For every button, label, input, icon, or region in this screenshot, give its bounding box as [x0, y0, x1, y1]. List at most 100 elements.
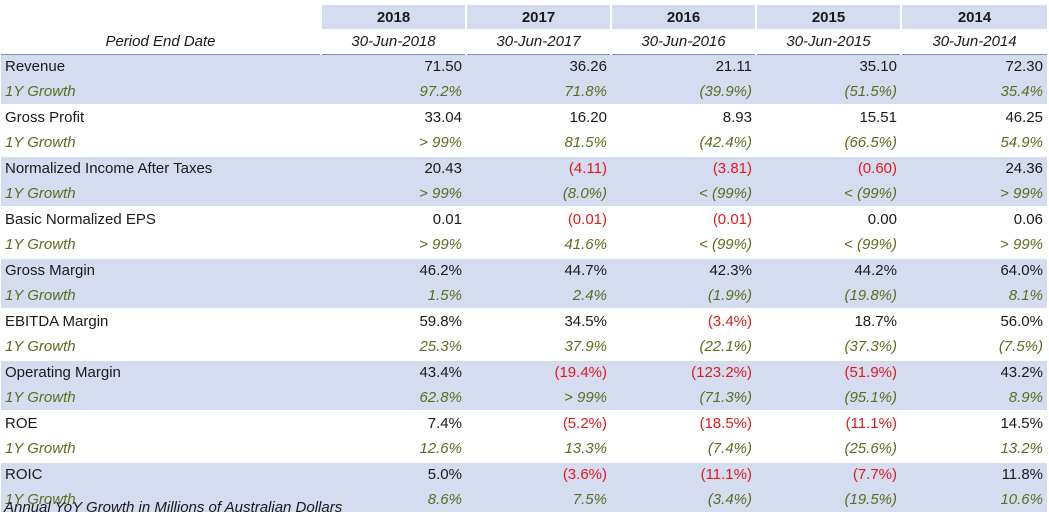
metric-row: Revenue 71.50 36.26 21.11 35.10 72.30: [1, 54, 1047, 79]
metric-row-cell: 44.7%: [466, 257, 611, 283]
metric-row-cell: 5.0%: [321, 461, 466, 487]
metric-row-cell: 14.5%: [1000, 415, 1043, 433]
growth-row-cell: > 99%: [901, 232, 1047, 259]
metric-row-cell: (51.9%): [756, 359, 901, 385]
growth-row-cell: 2.4%: [466, 283, 611, 310]
metric-row-cell: (3.4%): [707, 313, 752, 331]
header-corner: [1, 5, 321, 29]
metric-row-cell: (0.60): [756, 155, 901, 181]
growth-row-cell: 7.5%: [466, 487, 611, 514]
metric-row-cell: 35.10: [756, 54, 901, 79]
metric-row-cell: 43.4%: [321, 359, 466, 385]
metric-row-cell: 46.25: [1005, 109, 1043, 127]
growth-row-cell: 12.6%: [321, 436, 466, 463]
metric-row: Gross Margin 46.2% 44.7% 42.3% 44.2% 64.0%: [1, 257, 1047, 283]
growth-row-cell: 8.6%: [321, 487, 466, 514]
growth-row-cell: 97.2%: [321, 79, 466, 106]
growth-row-cell: > 99%: [321, 232, 466, 259]
metric-row: Normalized Income After Taxes 20.43 (4.11)…: [1, 155, 1047, 181]
growth-row-label: 1Y Growth: [1, 181, 321, 208]
metric-row-cell: (3.6%): [466, 461, 611, 487]
period-end-date-label: Period End Date: [1, 29, 321, 55]
growth-row-label: 1Y Growth: [1, 232, 321, 259]
growth-row-cell: (19.5%): [756, 487, 901, 514]
metric-row-cell: 72.30: [901, 54, 1047, 79]
metric-row-label: ROE: [5, 415, 38, 433]
growth-row-cell: 54.9%: [901, 130, 1047, 157]
metric-row-label: Gross Profit: [5, 109, 85, 127]
metric-row-label: EBITDA Margin: [5, 313, 109, 331]
metric-row: ROIC 5.0% (3.6%) (11.1%) (7.7%) 11.8%: [1, 461, 1047, 487]
metric-row-cell: 46.2%: [321, 257, 466, 283]
metric-row-cell: (18.5%): [699, 415, 752, 433]
metric-row-cell: 33.04: [424, 109, 462, 127]
metric-row-cell: 71.50: [321, 54, 466, 79]
metric-row-label: Operating Margin: [1, 359, 321, 385]
growth-row-cell: 13.2%: [901, 436, 1047, 463]
metric-row-cell: (0.01): [712, 211, 752, 229]
period-end-date: 30-Jun-2016: [610, 29, 756, 55]
year-header: 2018: [320, 5, 466, 29]
growth-row-cell: 8.9%: [901, 385, 1047, 412]
table-body: Revenue 71.50 36.26 21.11 35.10 72.30 1Y Growt…: [1, 54, 1047, 514]
growth-row-label: 1Y Growth: [1, 385, 321, 412]
metric-row-cell: 16.20: [569, 109, 607, 127]
year-header: 2014: [900, 5, 1047, 29]
growth-row-cell: 35.4%: [901, 79, 1047, 106]
metric-row-cell: (19.4%): [466, 359, 611, 385]
metric-row-cell: (3.81): [611, 155, 756, 181]
growth-row-cell: 13.3%: [466, 436, 611, 463]
growth-row-cell: 10.6%: [901, 487, 1047, 514]
growth-row-cell: (66.5%): [756, 130, 901, 157]
period-end-date: 30-Jun-2015: [755, 29, 901, 55]
growth-row-cell: (3.4%): [611, 487, 756, 514]
growth-row-cell: (42.4%): [611, 130, 756, 157]
metric-row-cell: 15.51: [859, 109, 897, 127]
growth-row-label: 1Y Growth: [1, 283, 321, 310]
growth-row-cell: (8.0%): [466, 181, 611, 208]
period-end-date: 30-Jun-2014: [900, 29, 1047, 55]
growth-row-cell: < (99%): [611, 181, 756, 208]
metric-row: Operating Margin 43.4% (19.4%) (123.2%) (51.…: [1, 359, 1047, 385]
growth-row-cell: (51.5%): [756, 79, 901, 106]
metric-row-cell: 0.06: [1013, 211, 1043, 229]
growth-row-cell: 8.1%: [901, 283, 1047, 310]
growth-row: 1Y Growth > 99% 41.6% < (99%) < (99%) > 99%: [1, 232, 1047, 259]
metric-row-cell: 42.3%: [611, 257, 756, 283]
footnote: Annual YoY Growth in Millions of Austral…: [4, 499, 343, 516]
growth-row-cell: 25.3%: [321, 334, 466, 361]
metric-row: Gross Profit 33.04 16.20 8.93 15.51 46.25: [1, 105, 1047, 131]
metric-row-cell: 56.0%: [1000, 313, 1043, 331]
growth-row-cell: > 99%: [466, 385, 611, 412]
metric-row-label: Gross Margin: [1, 257, 321, 283]
growth-row: 1Y Growth 62.8% > 99% (71.3%) (95.1%) 8.9%: [1, 385, 1047, 412]
metric-row-label: Revenue: [1, 54, 321, 79]
metric-row-cell: 24.36: [901, 155, 1047, 181]
metric-row-cell: (4.11): [466, 155, 611, 181]
growth-row-cell: (25.6%): [756, 436, 901, 463]
growth-row-cell: 81.5%: [466, 130, 611, 157]
growth-row-cell: 71.8%: [466, 79, 611, 106]
growth-row: 1Y Growth > 99% (8.0%) < (99%) < (99%) > 99%: [1, 181, 1047, 208]
growth-row-cell: (39.9%): [611, 79, 756, 106]
growth-row-label: 1Y Growth: [1, 130, 321, 157]
metric-row-cell: 36.26: [466, 54, 611, 79]
growth-row: 1Y Growth 8.6% 7.5% (3.4%) (19.5%) 10.6%: [1, 487, 1047, 514]
growth-row: 1Y Growth 1.5% 2.4% (1.9%) (19.8%) 8.1%: [1, 283, 1047, 310]
growth-row-cell: 1.5%: [321, 283, 466, 310]
growth-row-cell: 62.8%: [321, 385, 466, 412]
period-end-date: 30-Jun-2017: [465, 29, 611, 55]
growth-row: 1Y Growth 25.3% 37.9% (22.1%) (37.3%) (7.5%): [1, 334, 1047, 361]
metric-row-label: Basic Normalized EPS: [5, 211, 156, 229]
growth-row-cell: 37.9%: [466, 334, 611, 361]
year-header-row: 2018 2017 2016 2015 2014: [1, 5, 1047, 29]
growth-row-cell: < (99%): [611, 232, 756, 259]
growth-row-cell: (19.8%): [756, 283, 901, 310]
growth-row-cell: (37.3%): [756, 334, 901, 361]
growth-row-cell: (7.4%): [611, 436, 756, 463]
metric-row-cell: 44.2%: [756, 257, 901, 283]
growth-row: 1Y Growth 97.2% 71.8% (39.9%) (51.5%) 35.4%: [1, 79, 1047, 106]
metric-row-cell: 8.93: [722, 109, 752, 127]
metric-row-cell: 21.11: [611, 54, 756, 79]
metric-row-cell: (5.2%): [562, 415, 607, 433]
